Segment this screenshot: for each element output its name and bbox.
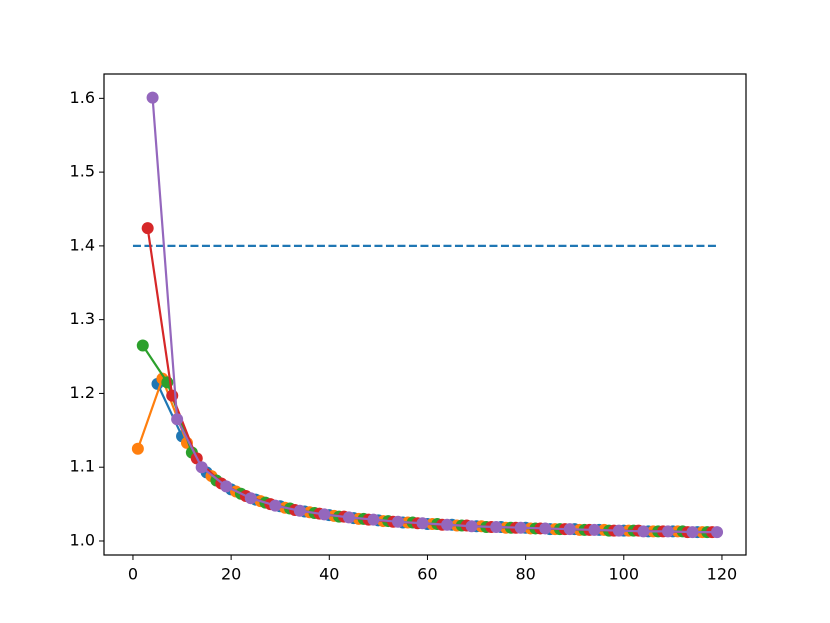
data-point (465, 520, 478, 533)
data-point (539, 522, 552, 535)
y-tick-label: 1.0 (70, 530, 95, 549)
x-tick-label: 100 (609, 565, 640, 584)
y-tick-label: 1.6 (70, 88, 95, 107)
x-tick-label: 80 (515, 565, 535, 584)
y-tick-label: 1.3 (70, 309, 95, 328)
data-point (637, 525, 650, 538)
data-point (711, 526, 724, 539)
data-point (269, 499, 282, 512)
data-point (131, 442, 144, 455)
plot-area (131, 91, 724, 539)
data-point (367, 513, 380, 526)
data-point (661, 525, 674, 538)
x-tick-label: 120 (707, 565, 738, 584)
data-point (514, 521, 527, 534)
data-point (563, 523, 576, 536)
data-point (136, 339, 149, 352)
y-tick-label: 1.5 (70, 162, 95, 181)
data-point (686, 526, 699, 539)
x-tick-label: 60 (417, 565, 437, 584)
data-point (612, 524, 625, 537)
data-point (244, 492, 257, 505)
data-point (318, 508, 331, 521)
data-point (171, 413, 184, 426)
x-tick-label: 0 (128, 565, 138, 584)
data-point (220, 480, 233, 493)
data-point (195, 461, 208, 474)
y-tick-label: 1.1 (70, 457, 95, 476)
x-tick-label: 20 (221, 565, 241, 584)
axes-frame (103, 73, 747, 556)
data-point (441, 518, 454, 531)
data-point (293, 504, 306, 517)
data-point (588, 523, 601, 536)
data-point (416, 517, 429, 530)
y-tick-label: 1.2 (70, 383, 95, 402)
data-point (392, 515, 405, 528)
data-point (146, 91, 159, 104)
data-point (342, 511, 355, 524)
x-tick-label: 40 (319, 565, 339, 584)
data-point (141, 222, 154, 235)
data-point (490, 520, 503, 533)
y-tick-label: 1.4 (70, 235, 95, 254)
